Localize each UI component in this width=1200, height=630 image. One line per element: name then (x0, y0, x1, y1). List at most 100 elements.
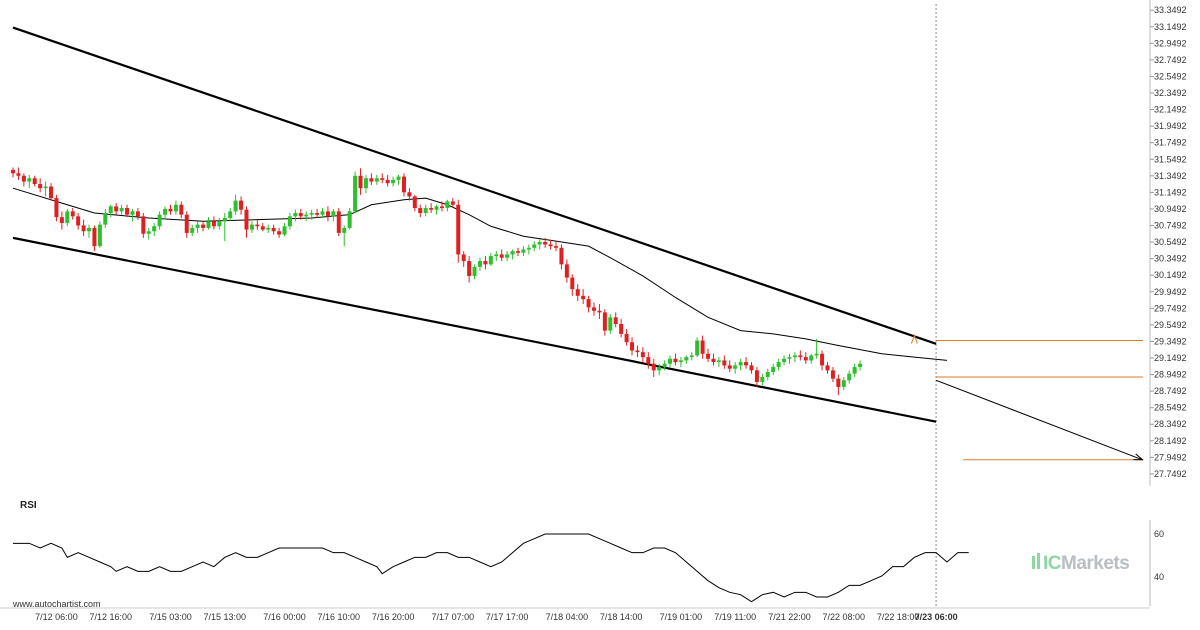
candle-up (488, 256, 493, 265)
price-tick-label: 27.7492 (1154, 469, 1187, 479)
candle-up (787, 357, 792, 359)
price-tick-label: 29.5492 (1154, 320, 1187, 330)
candle-down (315, 213, 320, 215)
candle-up (668, 358, 673, 364)
candle-up (287, 216, 292, 227)
candle-up (662, 363, 667, 368)
price-tick-label: 28.3492 (1154, 419, 1187, 429)
candle-up (537, 242, 542, 245)
candle-down (54, 198, 59, 218)
candle-up (532, 244, 537, 248)
candle-down (32, 178, 37, 185)
candle-up (809, 355, 814, 361)
price-tick-label: 33.3492 (1154, 5, 1187, 15)
candle-down (70, 211, 75, 217)
candle-down (260, 226, 265, 230)
candle-up (852, 367, 857, 374)
time-tick-label: 7/12 06:00 (35, 612, 78, 622)
candle-down (76, 216, 81, 226)
candle-down (358, 175, 363, 189)
candle-up (510, 251, 515, 255)
candle-up (657, 367, 662, 371)
candle-down (559, 247, 564, 265)
price-tick-label: 31.1492 (1154, 187, 1187, 197)
candle-up (738, 362, 743, 366)
candle-up (771, 367, 776, 373)
candle-down (92, 227, 97, 247)
candle-up (396, 176, 401, 180)
candle-up (858, 363, 863, 368)
candle-up (152, 226, 157, 232)
price-tick-label: 32.9492 (1154, 38, 1187, 48)
svg-text:ICMarkets: ICMarkets (1043, 553, 1129, 574)
icmarkets-logo-suffix: Markets (1061, 553, 1129, 574)
time-tick-label: 7/17 17:00 (486, 612, 529, 622)
candle-down (239, 200, 244, 210)
candle-down (646, 357, 651, 364)
time-tick-label: 7/16 20:00 (372, 612, 415, 622)
candle-down (749, 365, 754, 371)
candle-up (792, 355, 797, 358)
candle-down (407, 192, 412, 197)
candle-up (608, 317, 613, 331)
candle-down (369, 178, 374, 182)
time-tick-label: 7/16 10:00 (318, 612, 361, 622)
candle-up (374, 178, 379, 182)
candle-down (830, 370, 835, 379)
candle-down (336, 211, 341, 233)
time-tick-label: 7/19 01:00 (660, 612, 703, 622)
candle-down (700, 340, 705, 354)
candle-up (266, 227, 271, 230)
candle-down (277, 231, 282, 235)
autochartist-watermark: www.autochartist.com (12, 599, 101, 609)
price-tick-label: 29.9492 (1154, 287, 1187, 297)
time-tick-label: 7/22 18:00 (877, 612, 920, 622)
candle-down (711, 358, 716, 363)
rsi-panel-label: RSI (20, 500, 37, 511)
candle-down (624, 333, 629, 343)
candle-down (635, 350, 640, 353)
candle-up (206, 221, 211, 228)
candle-up (157, 214, 162, 227)
candle-down (613, 317, 618, 324)
price-tick-label: 30.1492 (1154, 270, 1187, 280)
price-tick-label: 29.7492 (1154, 303, 1187, 313)
candle-down (744, 362, 749, 366)
candle-up (353, 175, 358, 212)
candle-down (798, 355, 803, 358)
candle-down (141, 216, 146, 234)
candle-down (429, 208, 434, 210)
pattern-marker (910, 334, 918, 344)
candle-up (689, 355, 694, 358)
candle-up (43, 186, 48, 189)
time-tick-label: 7/12 16:00 (89, 612, 132, 622)
candle-down (820, 353, 825, 366)
price-tick-label: 32.5492 (1154, 71, 1187, 81)
candle-down (602, 312, 607, 331)
candle-down (499, 254, 504, 258)
candle-up (173, 204, 178, 212)
candle-up (733, 365, 738, 369)
time-tick-label: 7/17 07:00 (432, 612, 475, 622)
candle-down (548, 244, 553, 247)
price-tick-label: 32.1492 (1154, 105, 1187, 115)
candle-down (380, 178, 385, 180)
candle-down (38, 184, 43, 189)
candle-up (163, 208, 168, 215)
price-tick-label: 30.5492 (1154, 237, 1187, 247)
candle-up (87, 227, 92, 232)
candle-down (59, 217, 64, 223)
candle-down (168, 208, 173, 212)
price-tick-label: 32.3492 (1154, 88, 1187, 98)
icmarkets-logo: ICMarkets (1032, 553, 1130, 574)
candle-down (211, 221, 216, 227)
price-tick-label: 28.7492 (1154, 386, 1187, 396)
price-tick-label: 32.7492 (1154, 55, 1187, 65)
candle-down (125, 208, 130, 215)
candle-up (249, 224, 254, 230)
trendline-upper (12, 26, 937, 345)
candle-up (228, 211, 233, 218)
candle-up (103, 213, 108, 225)
price-tick-label: 28.5492 (1154, 403, 1187, 413)
candle-up (760, 376, 765, 382)
